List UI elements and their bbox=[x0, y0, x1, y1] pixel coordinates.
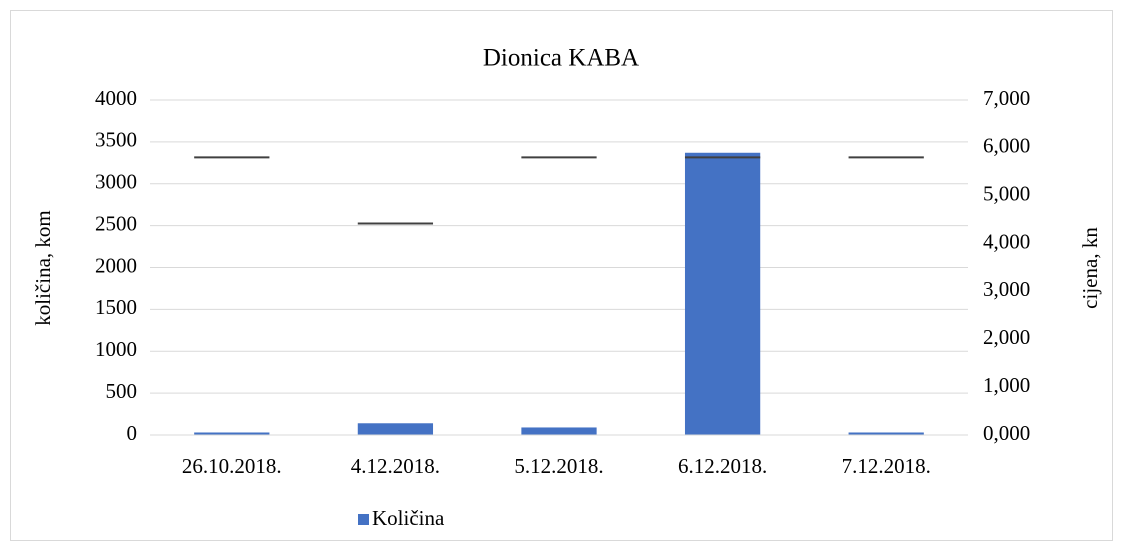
y-tick-label: 2000 bbox=[95, 253, 137, 277]
y-tick-label: 4000 bbox=[95, 86, 137, 110]
bar bbox=[357, 423, 434, 435]
bar bbox=[848, 432, 924, 435]
x-tick-label: 26.10.2018. bbox=[182, 454, 282, 478]
y2-tick-label: 5,000 bbox=[983, 182, 1030, 206]
y-tick-label: 0 bbox=[127, 421, 138, 445]
y-tick-label: 3500 bbox=[95, 128, 137, 152]
y2-tick-label: 7,000 bbox=[983, 86, 1030, 110]
y-axis-title: količina, kom bbox=[31, 210, 55, 325]
y-tick-label: 2500 bbox=[95, 211, 137, 235]
x-tick-label: 7.12.2018. bbox=[842, 454, 931, 478]
y2-tick-label: 0,000 bbox=[983, 421, 1030, 445]
y2-axis-title: cijena, kn bbox=[1078, 227, 1102, 309]
y-tick-label: 500 bbox=[106, 379, 138, 403]
y2-tick-label: 3,000 bbox=[983, 277, 1030, 301]
bar bbox=[684, 152, 761, 435]
chart-frame bbox=[10, 10, 1113, 541]
legend-label: Količina bbox=[372, 506, 445, 530]
chart-title: Dionica KABA bbox=[483, 45, 639, 72]
y2-tick-label: 4,000 bbox=[983, 229, 1030, 253]
y-tick-label: 1000 bbox=[95, 337, 137, 361]
x-tick-label: 5.12.2018. bbox=[514, 454, 603, 478]
bar bbox=[194, 432, 270, 435]
y2-tick-label: 6,000 bbox=[983, 134, 1030, 158]
bar bbox=[521, 427, 597, 435]
x-tick-label: 4.12.2018. bbox=[351, 454, 440, 478]
y2-tick-label: 1,000 bbox=[983, 373, 1030, 397]
y-tick-label: 1500 bbox=[95, 295, 137, 319]
x-tick-label: 6.12.2018. bbox=[678, 454, 767, 478]
y2-tick-label: 2,000 bbox=[983, 325, 1030, 349]
legend-swatch bbox=[358, 514, 369, 525]
y-tick-label: 3000 bbox=[95, 170, 137, 194]
